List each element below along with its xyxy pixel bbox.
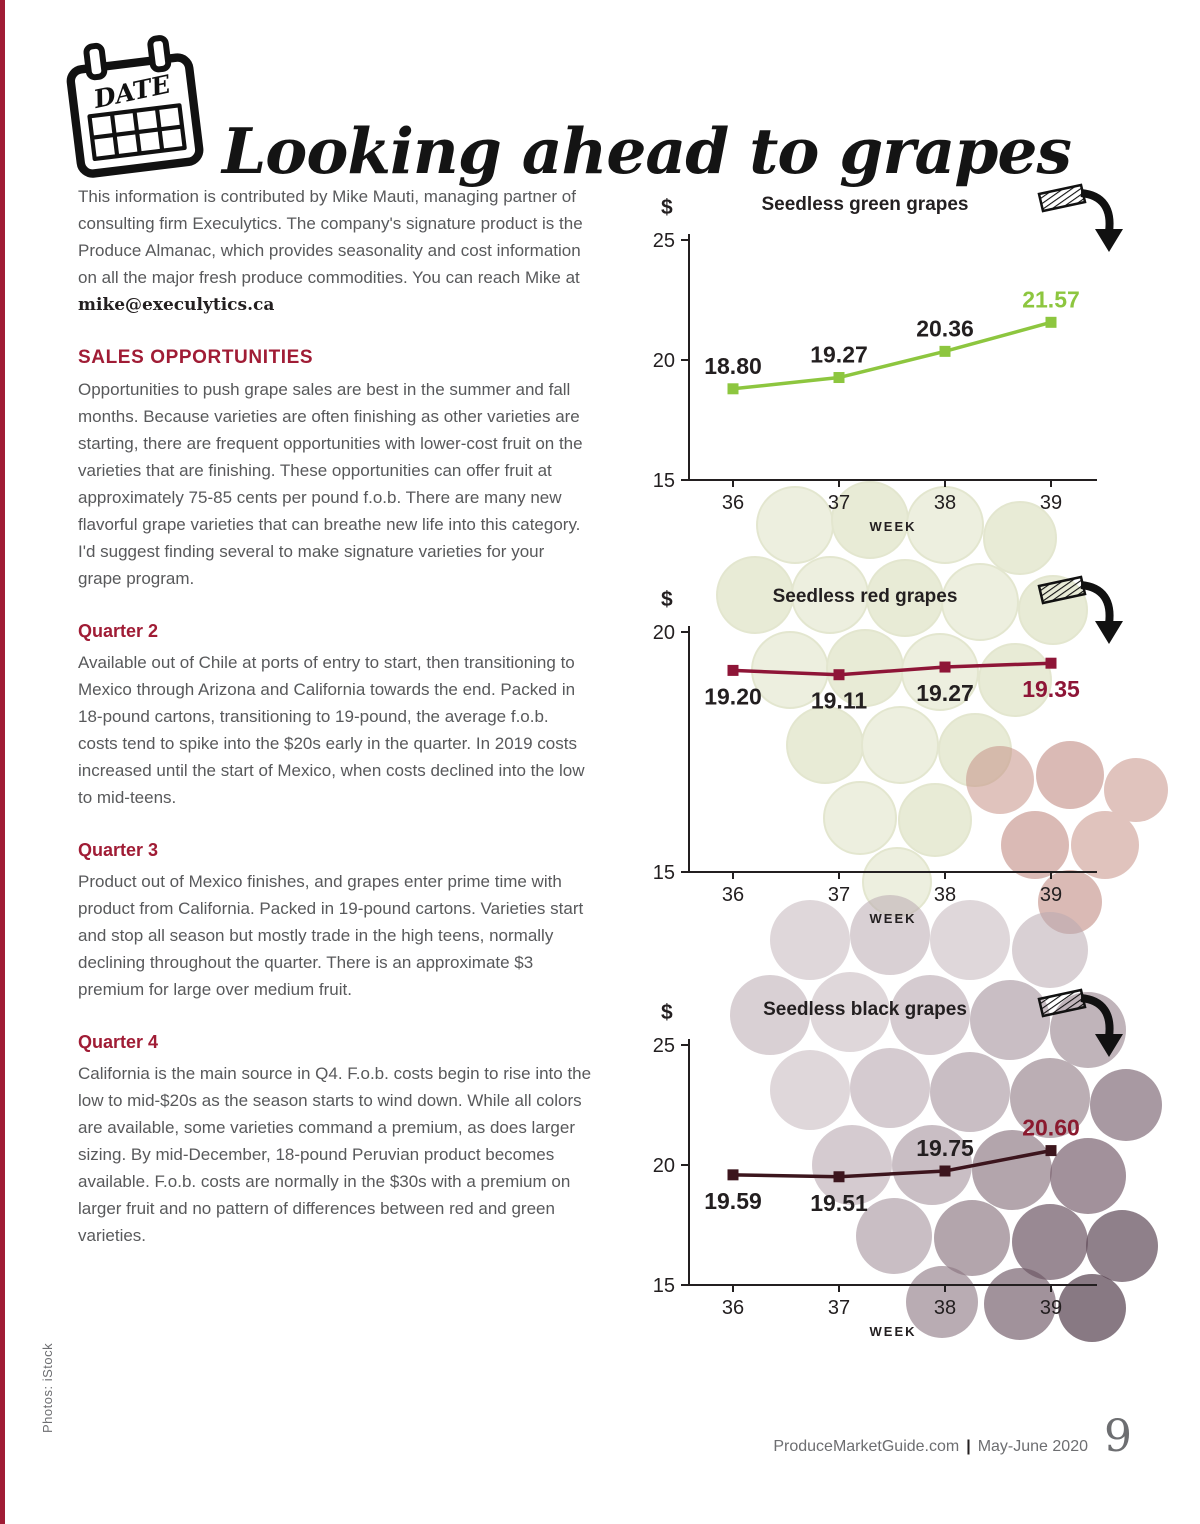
section-body-sales-opportunities: Opportunities to push grape sales are be… bbox=[78, 380, 583, 588]
svg-text:36: 36 bbox=[722, 884, 744, 906]
svg-text:25: 25 bbox=[653, 1035, 675, 1057]
footer-separator: | bbox=[966, 1438, 971, 1455]
chart-green-header: $ Seedless green grapes bbox=[645, 183, 1123, 252]
trend-arrow-icon bbox=[1037, 987, 1125, 1080]
svg-text:15: 15 bbox=[653, 862, 675, 884]
y-axis-unit-label: $ bbox=[661, 196, 673, 219]
svg-text:WEEK: WEEK bbox=[870, 1324, 917, 1339]
svg-text:36: 36 bbox=[722, 1297, 744, 1319]
svg-text:15: 15 bbox=[653, 470, 675, 492]
svg-text:19.59: 19.59 bbox=[704, 1188, 762, 1214]
section-quarter-3: Quarter 3 Product out of Mexico finishes… bbox=[78, 838, 592, 1003]
chart-green-grapes: $ Seedless green grapes 25 20 15 36 37 38 39 WE… bbox=[645, 183, 1123, 538]
svg-text:20: 20 bbox=[653, 350, 675, 372]
svg-text:25: 25 bbox=[653, 230, 675, 252]
svg-text:20: 20 bbox=[653, 1155, 675, 1177]
chart-green-title: Seedless green grapes bbox=[761, 194, 969, 215]
section-quarter-2: Quarter 2 Available out of Chile at port… bbox=[78, 619, 592, 811]
chart-red-header: $ Seedless red grapes bbox=[645, 575, 1123, 644]
footer-issue: May-June 2020 bbox=[977, 1438, 1088, 1455]
section-heading-quarter-4: Quarter 4 bbox=[78, 1032, 159, 1052]
svg-text:37: 37 bbox=[828, 884, 850, 906]
svg-text:15: 15 bbox=[653, 1275, 675, 1297]
svg-text:WEEK: WEEK bbox=[870, 519, 917, 534]
svg-text:39: 39 bbox=[1040, 884, 1062, 906]
svg-text:21.57: 21.57 bbox=[1022, 286, 1080, 312]
svg-text:38: 38 bbox=[934, 884, 956, 906]
calendar-date-icon: DATE bbox=[58, 32, 213, 192]
photo-credit: Photos: iStock bbox=[40, 1342, 55, 1433]
svg-text:20.60: 20.60 bbox=[1022, 1115, 1080, 1141]
section-body-quarter-4: California is the main source in Q4. F.o… bbox=[78, 1064, 592, 1245]
footer-site-link[interactable]: ProduceMarketGuide.com bbox=[773, 1438, 960, 1455]
chart-black-header: $ Seedless black grapes bbox=[645, 988, 1123, 1057]
trend-arrow-icon bbox=[1037, 574, 1125, 667]
svg-text:38: 38 bbox=[934, 1297, 956, 1319]
page-number: 9 bbox=[1104, 1411, 1132, 1462]
chart-red-grapes: $ Seedless red grapes 20 15 36 37 38 39 WEEK 19… bbox=[645, 575, 1123, 930]
section-body-quarter-3: Product out of Mexico finishes, and grap… bbox=[78, 872, 584, 999]
intro-text: This information is contributed by Mike … bbox=[78, 187, 583, 287]
svg-text:39: 39 bbox=[1040, 1297, 1062, 1319]
y-axis-unit-label: $ bbox=[661, 1001, 673, 1024]
svg-text:18.80: 18.80 bbox=[704, 353, 762, 379]
svg-text:19.27: 19.27 bbox=[810, 342, 868, 368]
svg-text:19.75: 19.75 bbox=[916, 1135, 974, 1161]
section-sales-opportunities: SALES OPPORTUNITIES Opportunities to pus… bbox=[78, 346, 592, 592]
svg-text:19.11: 19.11 bbox=[811, 688, 867, 714]
svg-text:38: 38 bbox=[934, 492, 956, 514]
trend-arrow-icon bbox=[1037, 182, 1125, 275]
svg-text:19.51: 19.51 bbox=[810, 1190, 868, 1216]
svg-text:37: 37 bbox=[828, 492, 850, 514]
email-link[interactable]: mike@execulytics.ca bbox=[78, 295, 275, 315]
svg-text:36: 36 bbox=[722, 492, 744, 514]
section-heading-sales-opportunities: SALES OPPORTUNITIES bbox=[78, 347, 314, 368]
svg-text:19.27: 19.27 bbox=[916, 680, 974, 706]
y-axis-unit-label: $ bbox=[661, 588, 673, 611]
section-heading-quarter-2: Quarter 2 bbox=[78, 621, 159, 641]
section-heading-quarter-3: Quarter 3 bbox=[78, 840, 159, 860]
article-column: This information is contributed by Mike … bbox=[78, 183, 592, 1249]
page-accent-bar bbox=[0, 0, 5, 1524]
svg-text:WEEK: WEEK bbox=[870, 911, 917, 926]
svg-text:19.35: 19.35 bbox=[1022, 676, 1080, 702]
svg-text:20.36: 20.36 bbox=[916, 315, 974, 341]
svg-text:39: 39 bbox=[1040, 492, 1062, 514]
svg-text:37: 37 bbox=[828, 1297, 850, 1319]
chart-black-grapes: $ Seedless black grapes 25 20 15 36 37 38 39 WE… bbox=[645, 988, 1123, 1343]
intro-paragraph: This information is contributed by Mike … bbox=[78, 183, 592, 319]
page-footer: ProduceMarketGuide.com | May-June 2020 9 bbox=[773, 1415, 1132, 1459]
svg-text:19.20: 19.20 bbox=[704, 683, 762, 709]
section-quarter-4: Quarter 4 California is the main source … bbox=[78, 1030, 592, 1249]
svg-text:20: 20 bbox=[653, 622, 675, 644]
section-body-quarter-2: Available out of Chile at ports of entry… bbox=[78, 653, 585, 807]
page-title: Looking ahead to grapes bbox=[222, 114, 1072, 189]
